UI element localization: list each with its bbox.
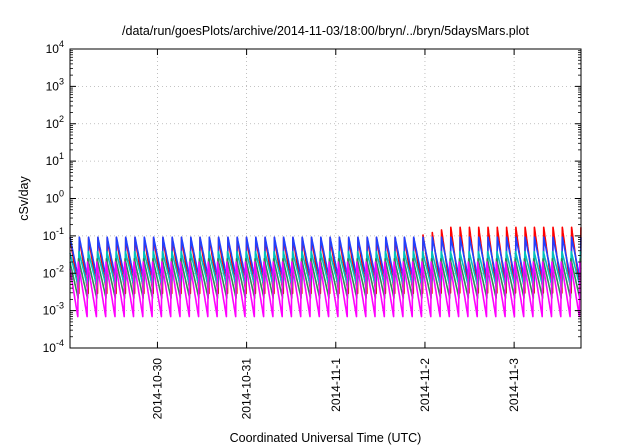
grid-lines [70,49,581,348]
y-tick-label: 10-4 [43,338,64,355]
y-tick-exponent: 4 [59,39,64,49]
x-axis-tick-labels: 2014-10-30 2014-10-31 2014-11-1 2014-11-2 20… [150,358,521,420]
y-tick-base: 10 [46,117,60,131]
y-tick-label: 101 [46,151,64,168]
y-tick-base: 10 [46,192,60,206]
y-tick-base: 10 [46,79,60,93]
y-tick-exponent: 2 [59,114,64,124]
y-axis-label: cSv/day [17,176,31,221]
y-tick-exponent: -4 [56,338,64,348]
y-tick-label: 10-3 [43,301,64,318]
x-tick-label: 2014-11-2 [418,358,432,412]
x-tick-label: 2014-11-3 [507,358,521,412]
y-tick-label: 104 [46,39,64,56]
y-tick-base: 10 [43,266,57,280]
series-group [69,226,582,318]
y-tick-exponent: 0 [59,189,64,199]
y-tick-base: 10 [46,42,60,56]
y-tick-exponent: -3 [56,301,64,311]
x-tick-label: 2014-10-30 [150,358,164,420]
y-tick-label: 102 [46,114,64,131]
x-axis-label: Coordinated Universal Time (UTC) [230,431,422,445]
y-tick-exponent: -1 [56,226,64,236]
y-tick-exponent: 3 [59,76,64,86]
x-tick-label: 2014-10-31 [240,358,254,420]
y-tick-base: 10 [43,304,57,318]
y-tick-label: 103 [46,76,64,93]
y-tick-exponent: -2 [56,263,64,273]
y-tick-label: 100 [46,189,64,206]
axis-ticks [70,48,581,349]
y-tick-base: 10 [46,154,60,168]
x-tick-label: 2014-11-1 [329,358,343,412]
y-tick-base: 10 [43,229,57,243]
series-line [69,261,582,318]
chart-title: /data/run/goesPlots/archive/2014-11-03/1… [122,24,529,38]
y-tick-label: 10-2 [43,263,64,280]
y-tick-label: 10-1 [43,226,64,243]
y-tick-base: 10 [43,341,57,355]
y-tick-exponent: 1 [59,151,64,161]
